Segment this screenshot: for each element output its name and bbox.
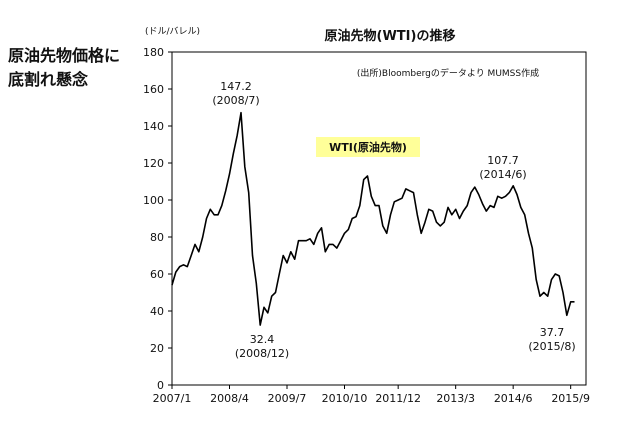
legend-box (316, 137, 420, 157)
y-tick-label: 40 (150, 305, 164, 318)
wti-price-line (171, 111, 575, 326)
x-axis: 2007/1 2008/4 2009/7 2010/10 2011/12 2013/3 20… (153, 385, 590, 405)
y-tick-label: 0 (157, 379, 164, 392)
x-tick-label: 2011/12 (375, 392, 421, 405)
annotation-peak-value: 147.2 (220, 80, 252, 93)
x-tick-label: 2009/7 (268, 392, 307, 405)
annotation-2014-date: (2014/6) (479, 168, 526, 181)
annotation-low-value: 32.4 (250, 333, 275, 346)
plot-frame (171, 51, 587, 386)
annotation-2014-value: 107.7 (487, 154, 519, 167)
y-tick-label: 20 (150, 342, 164, 355)
x-tick-label: 2007/1 (153, 392, 192, 405)
x-tick-label: 2008/4 (210, 392, 249, 405)
annotation-2015-value: 37.7 (540, 326, 565, 339)
y-tick-label: 120 (143, 157, 164, 170)
y-tick-label: 80 (150, 231, 164, 244)
x-tick-label: 2010/10 (322, 392, 368, 405)
annotation-peak-date: (2008/7) (212, 94, 259, 107)
y-tick-label: 160 (143, 83, 164, 96)
annotations: 147.2 (2008/7) 32.4 (2008/12) 107.7 (201… (212, 80, 575, 360)
source-note: (出所)Bloombergのデータより MUMSS作成 (357, 67, 539, 79)
y-tick-label: 180 (143, 46, 164, 59)
y-tick-label: 60 (150, 268, 164, 281)
annotation-2015-date: (2015/8) (528, 340, 575, 353)
legend-label: WTI(原油先物) (329, 140, 407, 154)
x-tick-label: 2014/6 (494, 392, 533, 405)
x-tick-label: 2013/3 (436, 392, 475, 405)
legend: WTI(原油先物) (316, 137, 420, 157)
chart-title: 原油先物(WTI)の推移 (325, 28, 456, 44)
y-tick-label: 100 (143, 194, 164, 207)
y-axis: 0 20 40 60 80 100 120 140 160 180 (143, 46, 172, 392)
y-unit-label: (ドル/バレル) (145, 26, 200, 37)
x-tick-label: 2015/9 (551, 392, 590, 405)
y-tick-label: 140 (143, 120, 164, 133)
side-caption: 原油先物価格に 底割れ懸念 (8, 46, 121, 89)
annotation-low-date: (2008/12) (235, 347, 289, 360)
